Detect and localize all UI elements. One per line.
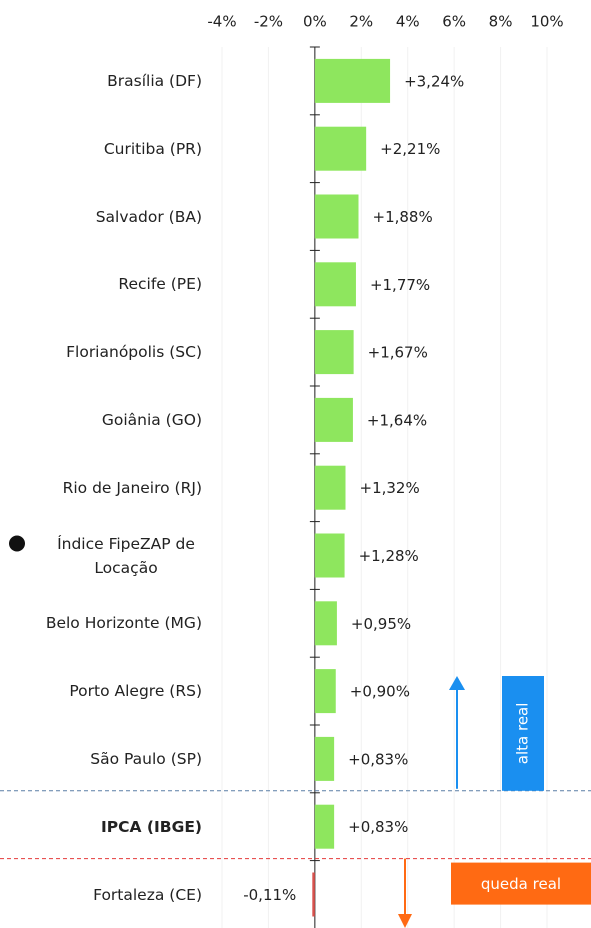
value-label: +1,28% [359,547,419,565]
bar [314,58,391,103]
value-label: +1,64% [367,411,427,429]
category-label: Belo Horizonte (MG) [45,614,202,633]
category-label: IPCA (IBGE) [101,817,202,836]
annotation-text: alta real [514,703,532,765]
annotation-text: queda real [481,875,561,893]
category-label: Florianópolis (SC) [66,343,202,362]
value-label: +1,88% [373,208,433,226]
arrow-head [398,914,412,928]
x-tick-label: 2% [349,13,373,31]
bar [314,804,335,849]
value-label: +0,95% [351,615,411,633]
bar [314,669,336,714]
bar [314,194,359,239]
category-label: Salvador (BA) [95,207,202,226]
category-label: Goiânia (GO) [101,410,202,429]
value-label: +0,90% [350,683,410,701]
annotation-box [451,862,591,905]
bar [314,533,345,578]
bar [314,465,346,510]
x-tick-label: 0% [303,13,327,31]
category-label: Porto Alegre (RS) [69,682,202,701]
x-tick-label: 10% [530,13,563,31]
value-label: +2,21% [380,140,440,158]
bar [314,601,337,646]
bar [314,262,356,307]
value-label: +0,83% [348,818,408,836]
bar [314,736,335,781]
category-label: Índice FipeZAP de Locação [57,534,195,577]
x-tick-label: 4% [396,13,420,31]
x-tick-label: -2% [254,13,283,31]
value-label: +1,32% [360,479,420,497]
bar [314,397,353,442]
category-label: Curitiba (PR) [103,139,202,158]
x-tick-label: -4% [207,13,236,31]
bar [312,872,315,917]
category-label: Recife (PE) [118,275,202,294]
category-label: Fortaleza (CE) [93,885,202,904]
value-label: -0,11% [243,886,296,904]
category-label: Rio de Janeiro (RJ) [62,478,202,497]
arrow-head [449,676,465,690]
value-label: +0,83% [348,750,408,768]
annotation-box [502,676,544,791]
value-label: +3,24% [404,72,464,90]
category-label: São Paulo (SP) [90,749,202,768]
x-tick-label: 8% [489,13,513,31]
category-label: Brasília (DF) [107,71,202,90]
value-label: +1,77% [370,276,430,294]
bar [314,330,354,375]
marker-dot [9,535,25,552]
bar [314,126,367,171]
x-tick-label: 6% [442,13,466,31]
value-label: +1,67% [368,344,428,362]
